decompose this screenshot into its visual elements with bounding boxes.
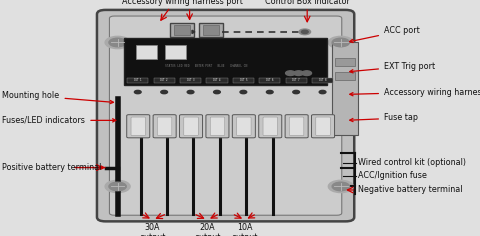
FancyBboxPatch shape [263,117,277,135]
FancyBboxPatch shape [286,78,307,83]
FancyBboxPatch shape [157,117,172,135]
FancyBboxPatch shape [153,115,176,138]
Circle shape [109,38,126,47]
FancyBboxPatch shape [206,115,229,138]
Text: OUT 1: OUT 1 [134,79,142,82]
Circle shape [302,71,312,76]
Circle shape [105,180,130,193]
FancyBboxPatch shape [332,42,358,135]
Text: Wired control kit (optional): Wired control kit (optional) [358,158,466,167]
Circle shape [214,90,220,94]
FancyBboxPatch shape [259,78,280,83]
Text: OUT 7: OUT 7 [292,79,300,82]
Circle shape [286,71,295,76]
FancyBboxPatch shape [237,117,251,135]
FancyBboxPatch shape [335,58,355,66]
Circle shape [240,90,247,94]
Circle shape [161,90,168,94]
Circle shape [294,71,303,76]
Circle shape [187,90,194,94]
FancyBboxPatch shape [136,45,157,59]
Text: OUT 8: OUT 8 [319,79,326,82]
FancyBboxPatch shape [210,117,225,135]
Circle shape [105,36,130,49]
Text: Control Box indicator: Control Box indicator [265,0,349,6]
Text: ACC port: ACC port [350,26,420,42]
FancyBboxPatch shape [154,78,175,83]
FancyBboxPatch shape [335,72,355,80]
Text: STATUS LED RED   ENTER PORT   BLUE   CHANNEL ON: STATUS LED RED ENTER PORT BLUE CHANNEL O… [165,64,248,68]
Text: Fuses/LED indicators: Fuses/LED indicators [2,116,116,125]
Circle shape [319,90,326,94]
FancyBboxPatch shape [316,117,330,135]
Circle shape [299,29,311,35]
FancyBboxPatch shape [312,78,333,83]
FancyBboxPatch shape [97,10,354,221]
FancyBboxPatch shape [285,115,308,138]
FancyBboxPatch shape [174,25,190,35]
Text: Negative battery terminal: Negative battery terminal [358,185,462,194]
Text: 20A
output
(+): 20A output (+) [194,223,220,236]
Circle shape [134,90,141,94]
Circle shape [109,182,126,191]
Circle shape [332,38,349,47]
Text: Fuse tap: Fuse tap [350,114,418,122]
FancyBboxPatch shape [233,78,254,83]
Circle shape [332,182,349,191]
Text: 30A
output
(+): 30A output (+) [140,223,166,236]
FancyBboxPatch shape [124,38,327,85]
FancyBboxPatch shape [206,78,228,83]
Text: Positive battery terminal: Positive battery terminal [2,163,105,172]
Circle shape [301,30,308,34]
Circle shape [328,36,353,49]
FancyBboxPatch shape [180,115,203,138]
FancyBboxPatch shape [127,115,150,138]
Text: ACC/Ignition fuse: ACC/Ignition fuse [358,171,426,180]
Circle shape [293,90,300,94]
FancyBboxPatch shape [165,45,186,59]
FancyBboxPatch shape [289,117,304,135]
Text: OUT 3: OUT 3 [187,79,194,82]
FancyBboxPatch shape [127,78,148,83]
Text: OUT 4: OUT 4 [213,79,221,82]
Text: OUT 6: OUT 6 [266,79,274,82]
Text: OUT 5: OUT 5 [240,79,247,82]
FancyBboxPatch shape [312,115,335,138]
Text: Mounting hole: Mounting hole [2,91,113,104]
Circle shape [328,180,353,193]
Text: Accessory wiring harness: Accessory wiring harness [350,88,480,97]
FancyBboxPatch shape [170,23,194,37]
FancyBboxPatch shape [131,117,145,135]
FancyBboxPatch shape [184,117,198,135]
FancyBboxPatch shape [259,115,282,138]
FancyBboxPatch shape [203,25,219,35]
Text: 10A
output
(+): 10A output (+) [232,223,258,236]
Polygon shape [192,30,195,34]
FancyBboxPatch shape [109,16,342,215]
FancyBboxPatch shape [199,23,223,37]
FancyBboxPatch shape [232,115,255,138]
Circle shape [266,90,273,94]
Text: OUT 2: OUT 2 [160,79,168,82]
Text: EXT Trig port: EXT Trig port [350,62,435,73]
FancyBboxPatch shape [180,78,201,83]
Text: Accessory wiring harness port: Accessory wiring harness port [122,0,243,6]
